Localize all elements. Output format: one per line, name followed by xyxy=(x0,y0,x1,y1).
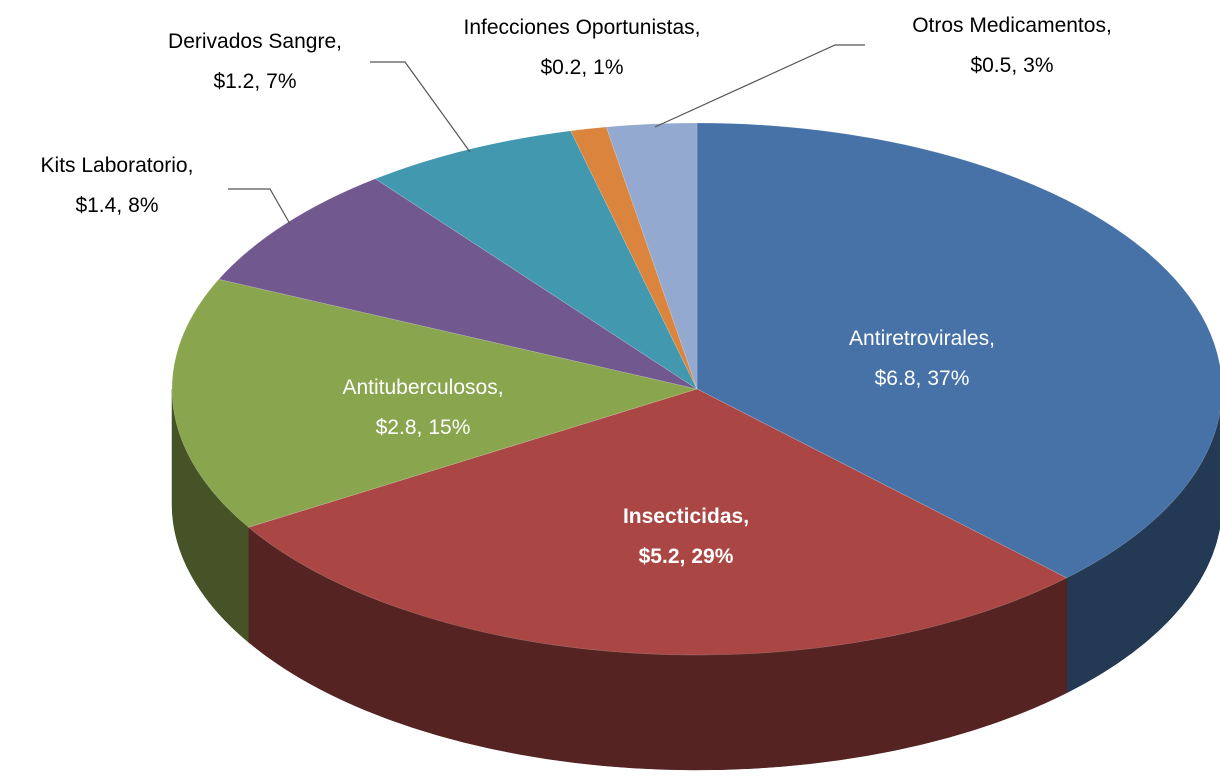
separator: , xyxy=(1106,14,1112,37)
leader-line xyxy=(370,61,471,153)
slice xyxy=(570,126,698,390)
separator: , xyxy=(1011,54,1017,77)
slice xyxy=(218,178,698,390)
percent-label: 7% xyxy=(266,70,296,93)
category-name: Antiretrovirales xyxy=(849,327,989,350)
separator: , xyxy=(498,376,504,399)
slice xyxy=(171,278,699,528)
leader-line xyxy=(654,44,865,128)
percent-label: 37% xyxy=(927,367,969,390)
value-label: $6.8 xyxy=(875,367,916,390)
category-name: Kits Laboratorio xyxy=(41,154,188,177)
separator: , xyxy=(254,70,260,93)
value-label: $0.2 xyxy=(540,56,581,79)
label-values: $0.2, 1% xyxy=(540,56,623,79)
data-label: Derivados Sangre,$1.2, 7% xyxy=(168,30,342,93)
label-name: Derivados Sangre, xyxy=(168,30,342,53)
data-label: Infecciones Oportunistas,$0.2, 1% xyxy=(464,16,701,79)
label-name: Otros Medicamentos, xyxy=(912,14,1112,37)
separator: , xyxy=(989,327,995,350)
label-values: $0.5, 3% xyxy=(970,54,1053,77)
label-values: $2.8, 15% xyxy=(376,416,471,439)
label-name: Antituberculosos, xyxy=(342,376,503,399)
label-name: Infecciones Oportunistas, xyxy=(464,16,701,39)
separator: , xyxy=(695,16,701,39)
label-name: Kits Laboratorio, xyxy=(41,154,194,177)
value-label: $1.4 xyxy=(75,194,116,217)
percent-label: 29% xyxy=(691,545,733,568)
label-values: $1.4, 8% xyxy=(75,194,158,217)
separator: , xyxy=(116,194,122,217)
separator: , xyxy=(188,154,194,177)
label-name: Antiretrovirales, xyxy=(849,327,995,350)
separator: , xyxy=(417,416,423,439)
label-values: $1.2, 7% xyxy=(213,70,296,93)
category-name: Infecciones Oportunistas xyxy=(464,16,695,39)
data-label: Insecticidas,$5.2, 29% xyxy=(623,505,749,568)
percent-label: 15% xyxy=(428,416,470,439)
value-label: $5.2 xyxy=(639,545,680,568)
slice xyxy=(247,388,1068,656)
separator: , xyxy=(680,545,686,568)
category-name: Derivados Sangre xyxy=(168,30,336,53)
label-values: $6.8, 37% xyxy=(875,367,970,390)
separator: , xyxy=(743,505,749,528)
percent-label: 1% xyxy=(593,56,623,79)
value-label: $1.2 xyxy=(213,70,254,93)
category-name: Otros Medicamentos xyxy=(912,14,1106,37)
value-label: $2.8 xyxy=(376,416,417,439)
separator: , xyxy=(916,367,922,390)
data-label: Antiretrovirales,$6.8, 37% xyxy=(849,327,995,390)
data-label: Antituberculosos,$2.8, 15% xyxy=(342,376,503,439)
leader-line xyxy=(228,188,291,225)
percent-label: 3% xyxy=(1023,54,1053,77)
slice xyxy=(696,122,1220,579)
value-label: $0.5 xyxy=(970,54,1011,77)
separator: , xyxy=(581,56,587,79)
category-name: Antituberculosos xyxy=(342,376,497,399)
label-values: $5.2, 29% xyxy=(639,545,734,568)
percent-label: 8% xyxy=(128,194,158,217)
label-name: Insecticidas, xyxy=(623,505,749,528)
separator: , xyxy=(336,30,342,53)
data-label: Kits Laboratorio,$1.4, 8% xyxy=(41,154,194,217)
slice xyxy=(605,122,698,390)
category-name: Insecticidas xyxy=(623,505,743,528)
data-label: Otros Medicamentos,$0.5, 3% xyxy=(912,14,1112,77)
